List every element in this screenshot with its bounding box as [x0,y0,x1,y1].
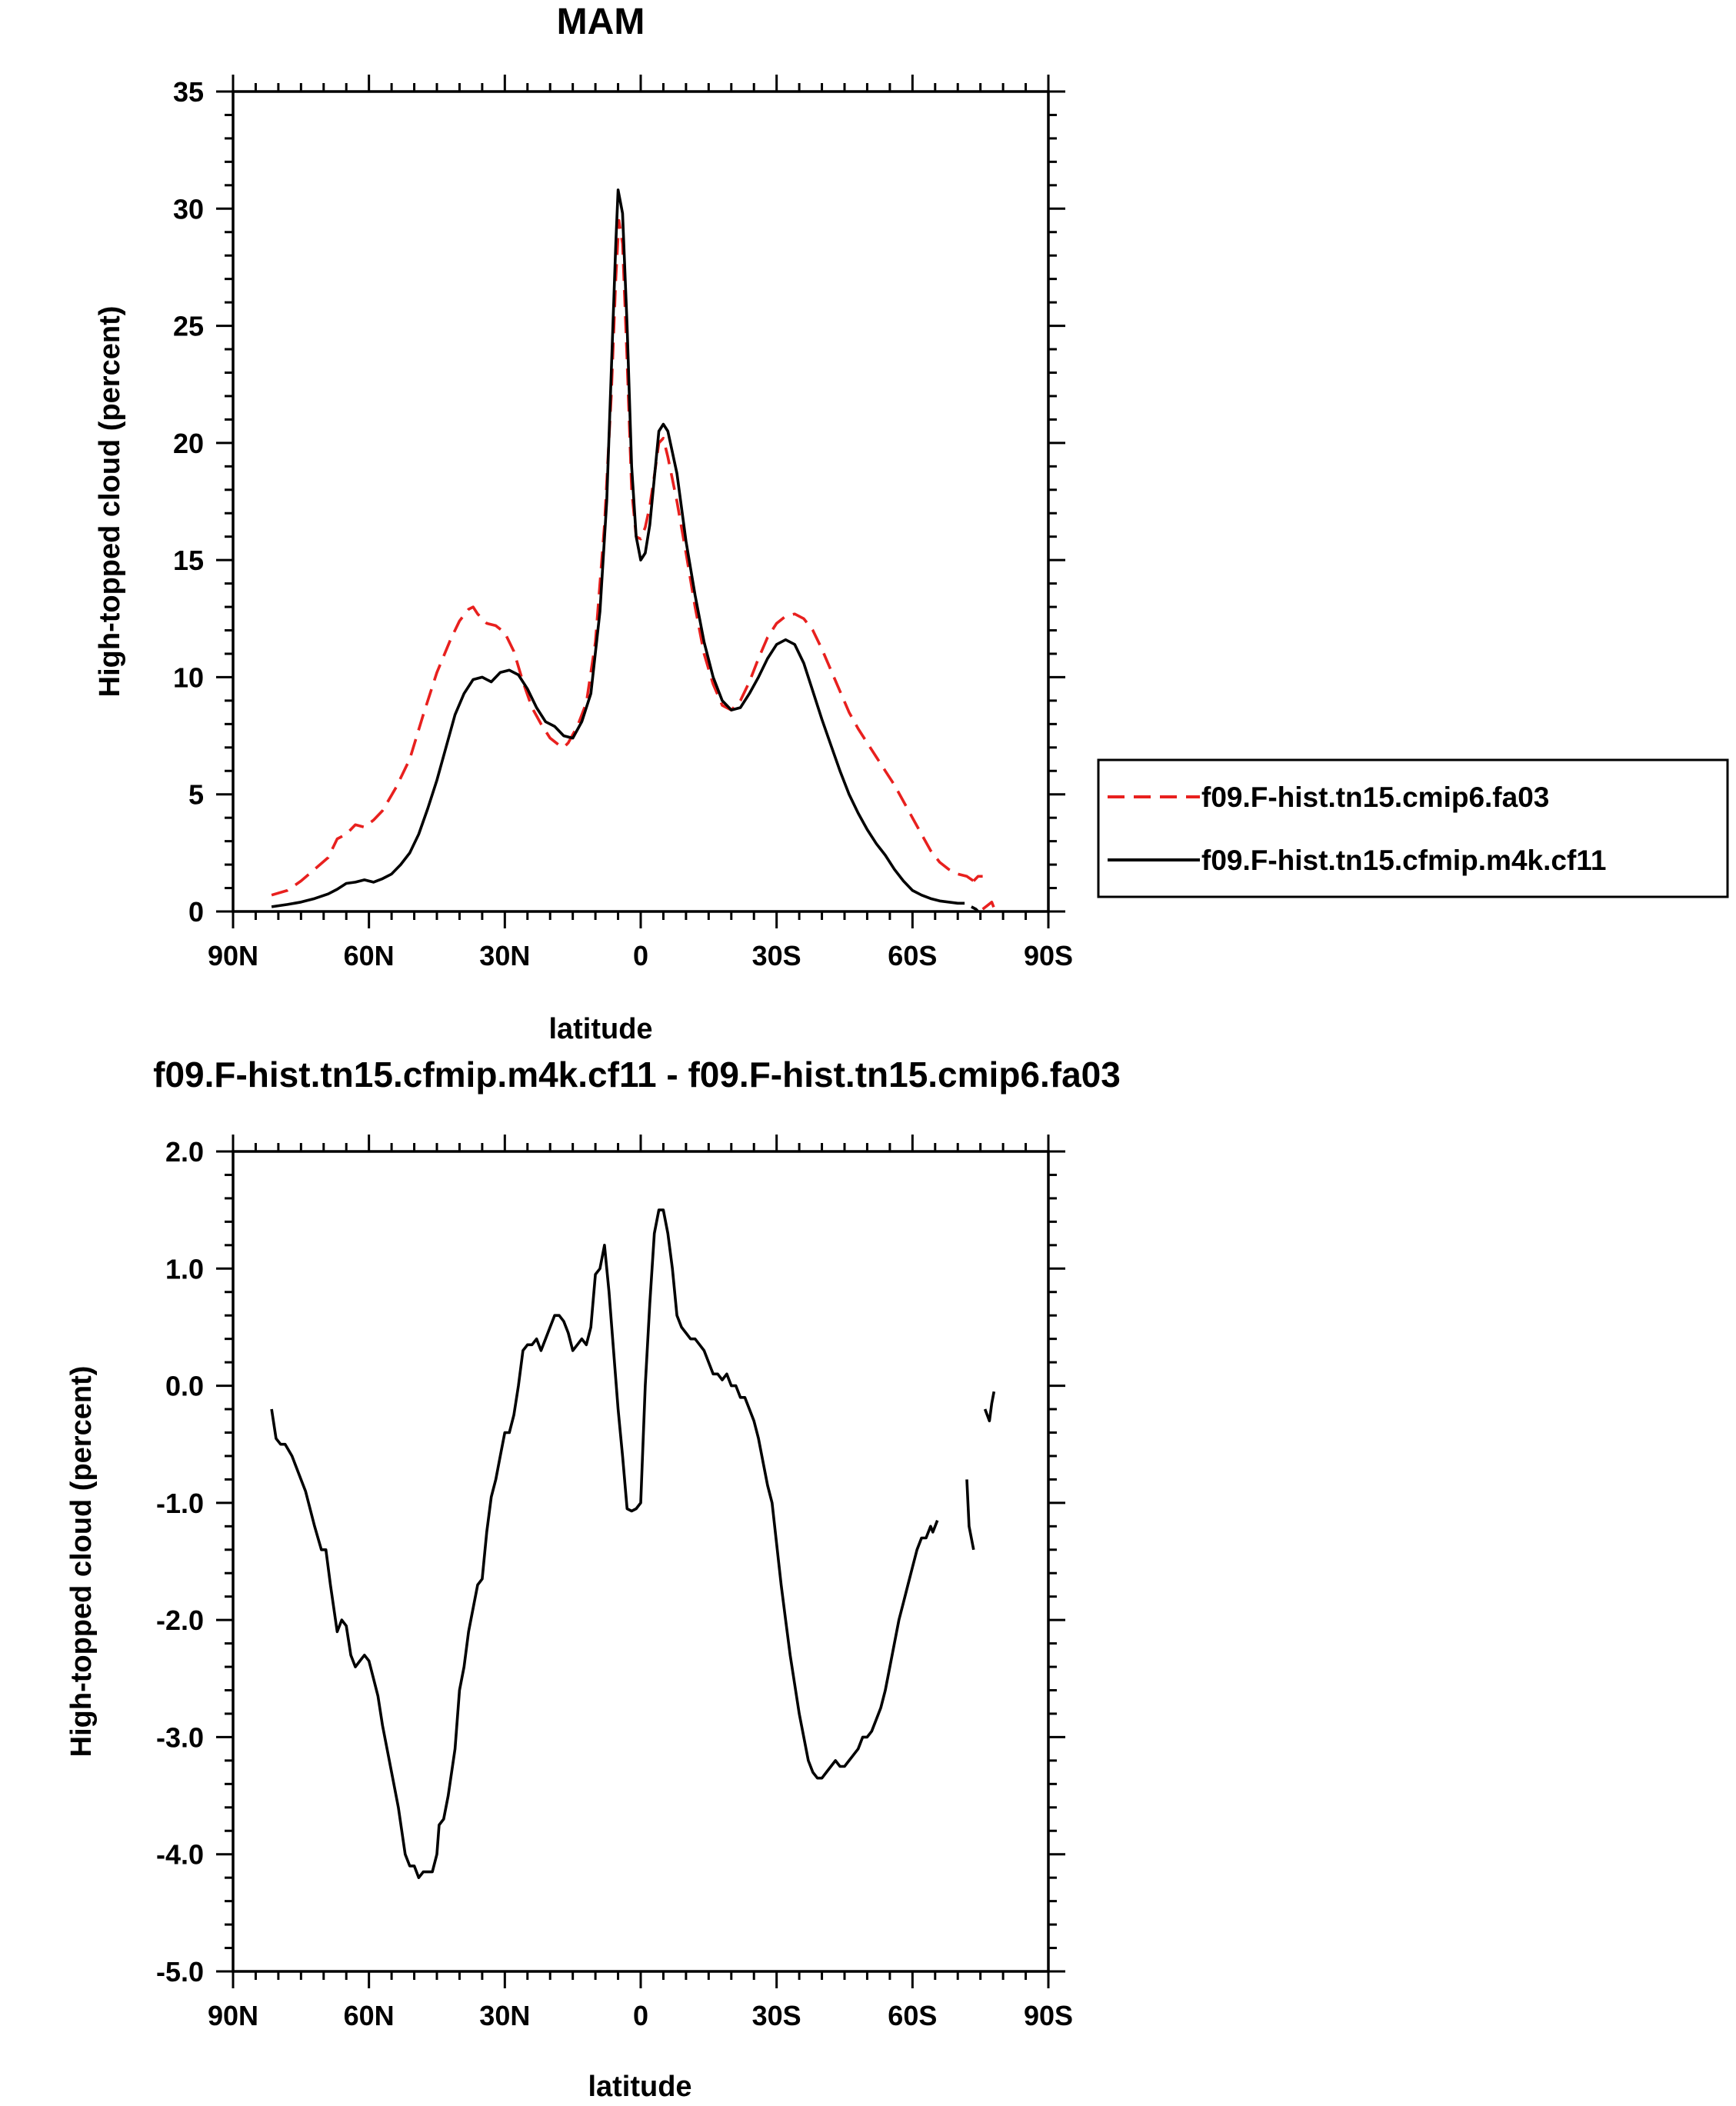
x-tick-label: 30N [479,940,530,971]
y-tick-label: -5.0 [156,1956,204,1988]
bottom-y-tick-labels: 2.0 1.0 0.0 -1.0 -2.0 -3.0 -4.0 -5.0 [156,1136,204,1988]
series-line-fa03 [271,218,975,897]
series-line-difference [965,1479,975,1551]
bottom-plot-frame [232,1150,1050,1973]
x-tick-label: 60N [344,2000,395,2031]
y-tick-label: -3.0 [156,1721,204,1753]
x-tick-label: 30S [752,2000,801,2031]
top-y-tick-labels: 0 5 10 15 20 25 30 35 [173,76,204,928]
y-tick-label: 35 [173,76,204,108]
y-tick-label: 25 [173,311,204,342]
top-y-axis-label: High-topped cloud (percent) [94,306,126,698]
series-line-cf11 [971,905,979,913]
bottom-axis-ticks [216,1135,1065,1988]
y-tick-label: -4.0 [156,1839,204,1871]
x-tick-label: 90N [208,940,258,971]
bottom-x-tick-labels: 90N 60N 30N 0 30S 60S 90S [208,2000,1073,2031]
series-line-fa03 [972,875,983,882]
y-tick-label: 2.0 [165,1136,204,1168]
series-line-difference [983,1391,996,1423]
y-tick-label: 30 [173,193,204,225]
top-x-axis-label: latitude [548,1013,652,1045]
x-tick-label: 30N [479,2000,530,2031]
y-tick-label: 5 [188,779,204,811]
top-panel: MAM 0 5 10 15 20 25 30 35 90N 60N 30N 0 30S 60S 90S l… [94,2,1073,1045]
y-tick-label: 10 [173,661,204,693]
x-tick-label: 0 [633,2000,648,2031]
y-tick-label: 0 [188,896,204,928]
x-tick-label: 0 [633,940,648,971]
y-tick-label: -2.0 [156,1604,204,1636]
bottom-chart-title: f09.F-hist.tn15.cfmip.m4k.cf11 - f09.F-h… [153,1055,1121,1095]
x-tick-label: 90S [1024,940,1073,971]
x-tick-label: 30S [752,940,801,971]
top-axis-ticks [216,75,1065,928]
y-tick-label: 20 [173,428,204,459]
y-tick-label: -1.0 [156,1488,204,1519]
x-tick-label: 90N [208,2000,258,2031]
bottom-panel: f09.F-hist.tn15.cfmip.m4k.cf11 - f09.F-h… [65,1055,1121,2103]
series-line-fa03 [981,901,998,912]
y-tick-label: 1.0 [165,1253,204,1285]
bottom-x-axis-label: latitude [588,2071,691,2103]
x-tick-label: 90S [1024,2000,1073,2031]
x-tick-label: 60N [344,940,395,971]
y-tick-label: 0.0 [165,1371,204,1402]
top-chart-title: MAM [557,2,645,42]
series-line-cf11 [271,188,965,908]
bottom-series-lines [270,1208,996,1879]
y-tick-label: 15 [173,545,204,576]
legend: f09.F-hist.tn15.cmip6.fa03 f09.F-hist.tn… [1097,758,1729,898]
series-line-difference [270,1208,939,1879]
top-series-lines [271,188,998,913]
x-tick-label: 60S [888,2000,937,2031]
top-plot-frame [232,90,1050,913]
legend-label-cf11: f09.F-hist.tn15.cfmip.m4k.cf11 [1201,845,1606,876]
bottom-y-axis-label: High-topped cloud (percent) [65,1366,98,1758]
legend-label-fa03: f09.F-hist.tn15.cmip6.fa03 [1201,781,1549,813]
legend-box [1097,758,1729,898]
top-x-tick-labels: 90N 60N 30N 0 30S 60S 90S [208,940,1073,971]
x-tick-label: 60S [888,940,937,971]
